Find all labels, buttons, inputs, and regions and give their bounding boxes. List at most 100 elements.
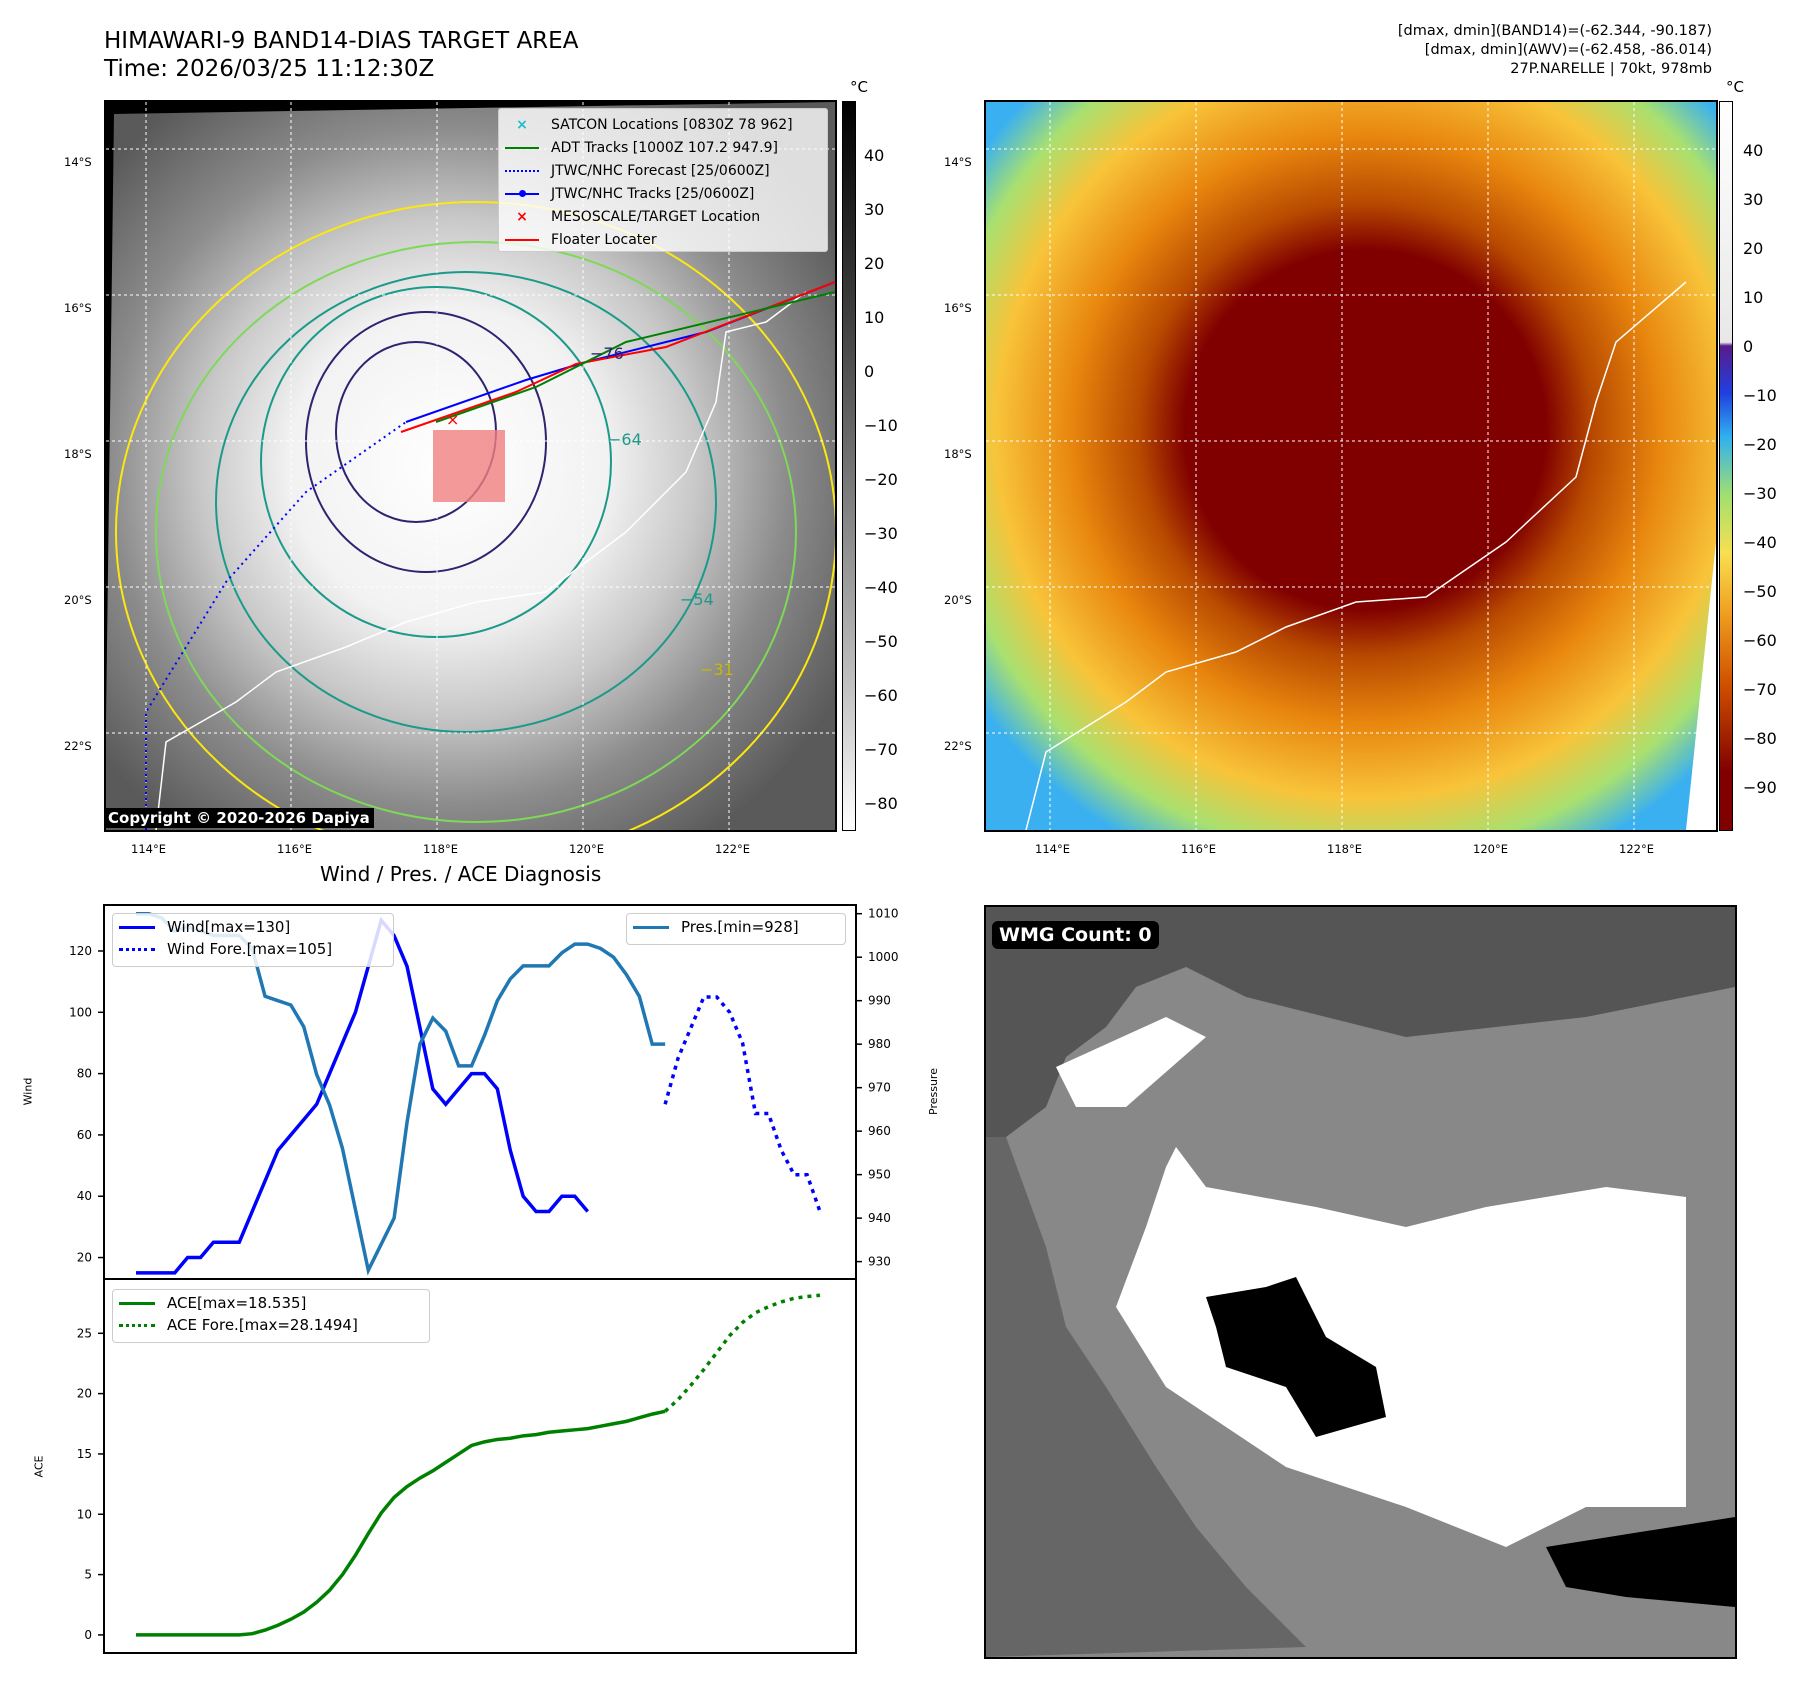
colorbar-tick: −20 [1743, 435, 1777, 454]
ir-map-legend: ×SATCON Locations [0830Z 78 962] ADT Tra… [498, 108, 828, 252]
awv-colorbar-unit: °C [1726, 78, 1744, 96]
line-dot-icon [505, 187, 539, 201]
colorbar-tick: 10 [864, 308, 884, 327]
diagnosis-title: Wind / Pres. / ACE Diagnosis [320, 862, 601, 886]
pressure-tick-label: 930 [868, 1255, 891, 1269]
lon-tick: 120°E [569, 842, 604, 856]
legend-item-adt: ADT Tracks [1000Z 107.2 947.9] [505, 136, 821, 159]
colorbar-tick: 30 [1743, 190, 1763, 209]
legend-item-pressure: Pres.[min=928] [633, 916, 839, 938]
legend-item-wind: Wind[max=130] [119, 916, 387, 938]
wind-tick-label: 20 [77, 1251, 92, 1265]
lon-tick: 122°E [715, 842, 750, 856]
wmg-panel [984, 905, 1737, 1659]
pressure-tick-label: 1010 [868, 907, 899, 921]
lat-tick: 22°S [64, 739, 92, 753]
wind-tick-label: 100 [69, 1005, 92, 1019]
ace-tick-label: 15 [77, 1447, 92, 1461]
ace-tick-label: 0 [84, 1628, 92, 1642]
ace-tick-label: 25 [77, 1326, 92, 1340]
wind-tick-label: 60 [77, 1128, 92, 1142]
wmg-black-region [1546, 1517, 1735, 1607]
ir-colorbar-unit: °C [850, 78, 868, 96]
legend-item-floater: Floater Locater [505, 228, 821, 251]
lat-tick: 20°S [64, 593, 92, 607]
pressure-y-ticks: 93094095096097098099010001010 [856, 907, 899, 1269]
pressure-tick-label: 1000 [868, 950, 899, 964]
colorbar-tick: −10 [1743, 386, 1777, 405]
line-icon [505, 141, 539, 155]
line-icon [633, 920, 669, 934]
colorbar-tick: −40 [1743, 533, 1777, 552]
copyright-label: Copyright © 2020-2026 Dapiya [104, 808, 374, 828]
series-line-wind-fore- [665, 997, 820, 1212]
pressure-tick-label: 960 [868, 1124, 891, 1138]
dotted-line-icon [119, 1318, 155, 1332]
wmg-canvas [986, 907, 1735, 1657]
line-icon [119, 920, 155, 934]
x-marker-icon: × [505, 118, 539, 132]
lon-tick: 120°E [1473, 842, 1508, 856]
wind-axis-label: Wind [21, 1078, 34, 1106]
figure-title: HIMAWARI-9 BAND14-DIAS TARGET AREA [104, 27, 578, 55]
wind-legend: Wind[max=130] Wind Fore.[max=105] [112, 913, 394, 967]
colorbar-tick: 10 [1743, 288, 1763, 307]
colorbar-tick: −20 [864, 470, 898, 489]
colorbar-tick: 20 [1743, 239, 1763, 258]
colorbar-tick: 40 [864, 146, 884, 165]
wind-tick-label: 120 [69, 944, 92, 958]
lat-tick: 16°S [944, 301, 972, 315]
pressure-legend: Pres.[min=928] [626, 913, 846, 945]
lat-tick: 18°S [944, 447, 972, 461]
legend-item-jtwc-tracks: JTWC/NHC Tracks [25/0600Z] [505, 182, 821, 205]
legend-item-satcon: ×SATCON Locations [0830Z 78 962] [505, 113, 821, 136]
colorbar-tick: 0 [1743, 337, 1753, 356]
colorbar-tick: −70 [864, 740, 898, 759]
ace-tick-label: 5 [84, 1568, 92, 1582]
colorbar-tick: −30 [1743, 484, 1777, 503]
lon-tick: 118°E [423, 842, 458, 856]
band14-range: [dmax, dmin](BAND14)=(-62.344, -90.187) [1398, 22, 1712, 40]
colorbar-tick: −60 [864, 686, 898, 705]
ace-tick-label: 20 [77, 1387, 92, 1401]
awv-map-panel [984, 100, 1718, 832]
lon-tick: 122°E [1619, 842, 1654, 856]
lon-tick: 116°E [277, 842, 312, 856]
legend-item-ace: ACE[max=18.535] [119, 1292, 423, 1314]
awv-range: [dmax, dmin](AWV)=(-62.458, -86.014) [1425, 41, 1712, 59]
colorbar-tick: −80 [1743, 729, 1777, 748]
wind-tick-label: 80 [77, 1067, 92, 1081]
series-line-wind [136, 920, 588, 1273]
series-line-ace [136, 1411, 665, 1635]
lat-tick: 16°S [64, 301, 92, 315]
colorbar-tick: 20 [864, 254, 884, 273]
lat-tick: 22°S [944, 739, 972, 753]
lon-tick: 116°E [1181, 842, 1216, 856]
target-marker: × [446, 410, 459, 429]
wmg-count-badge: WMG Count: 0 [992, 921, 1159, 949]
line-icon [505, 233, 539, 247]
pressure-tick-label: 940 [868, 1211, 891, 1225]
awv-colorbar [1719, 101, 1733, 831]
lat-tick: 18°S [64, 447, 92, 461]
lat-tick: 20°S [944, 593, 972, 607]
lon-tick: 118°E [1327, 842, 1362, 856]
colorbar-tick: 40 [1743, 141, 1763, 160]
legend-item-wind-forecast: Wind Fore.[max=105] [119, 938, 387, 960]
ir-colorbar [842, 101, 856, 831]
contour-label: −31 [700, 660, 734, 679]
figure-time: Time: 2026/03/25 11:12:30Z [104, 55, 434, 83]
contour-label: −64 [608, 430, 642, 449]
storm-info: 27P.NARELLE | 70kt, 978mb [1510, 60, 1712, 78]
awv-map-canvas [986, 102, 1716, 830]
wmg-white-region [1116, 1147, 1686, 1547]
wind-tick-label: 40 [77, 1189, 92, 1203]
pressure-axis-label: Pressure [927, 1068, 940, 1115]
lon-tick: 114°E [131, 842, 166, 856]
line-icon [119, 1296, 155, 1310]
ace-axis-label: ACE [32, 1456, 45, 1478]
ace-y-ticks: 0510152025 [77, 1326, 104, 1642]
wind-pres-lines [136, 914, 820, 1273]
colorbar-tick: −30 [864, 524, 898, 543]
x-marker-icon: × [505, 210, 539, 224]
